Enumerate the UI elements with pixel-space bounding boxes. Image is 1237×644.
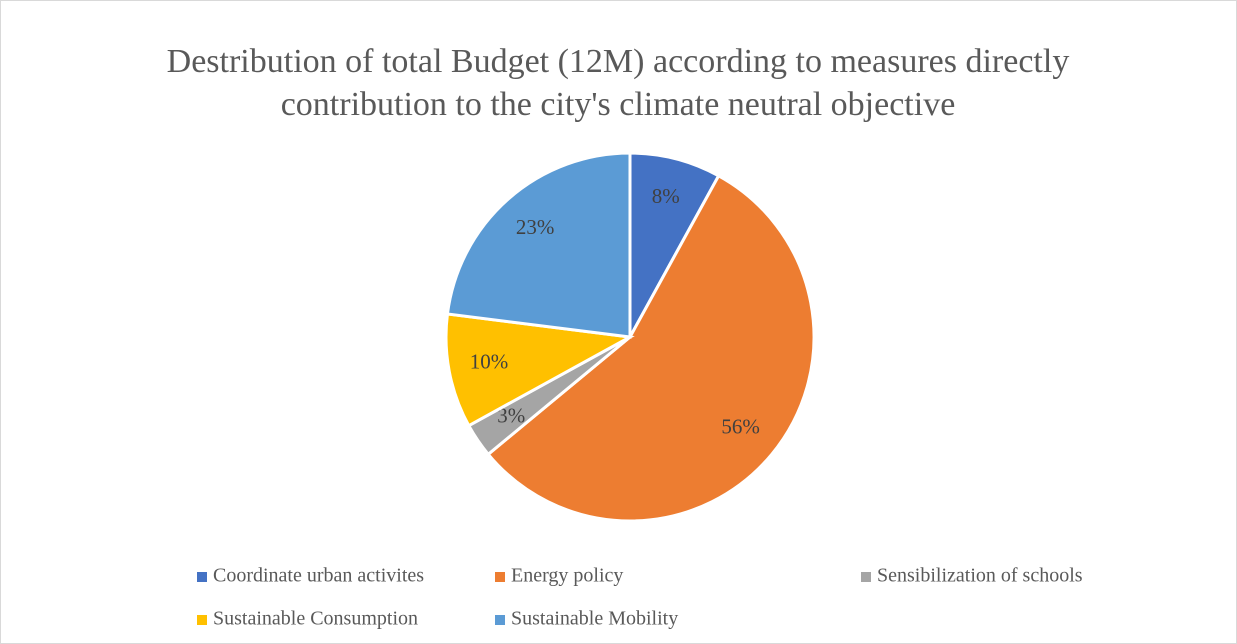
data-label: 10% [470,350,509,374]
legend-label: Energy policy [511,565,623,587]
legend-marker [861,572,871,582]
chart-title: Destribution of total Budget (12M) accor… [166,43,1070,123]
pie-slice [445,151,632,339]
legend-label: Sustainable Consumption [213,608,418,630]
pie-slice [486,173,816,523]
legend-marker [495,615,505,625]
data-label: 23% [516,215,555,239]
legend-marker [495,572,505,582]
legend-marker [197,572,207,582]
pie-slice [444,312,635,428]
legend-label: Coordinate urban activites [213,565,424,587]
data-label: 56% [721,414,760,438]
legend-label: Sustainable Mobility [511,608,678,630]
legend-marker [197,615,207,625]
data-label: 8% [652,184,680,208]
legend-label: Sensibilization of schools [877,565,1083,587]
pie-slice [628,151,721,338]
